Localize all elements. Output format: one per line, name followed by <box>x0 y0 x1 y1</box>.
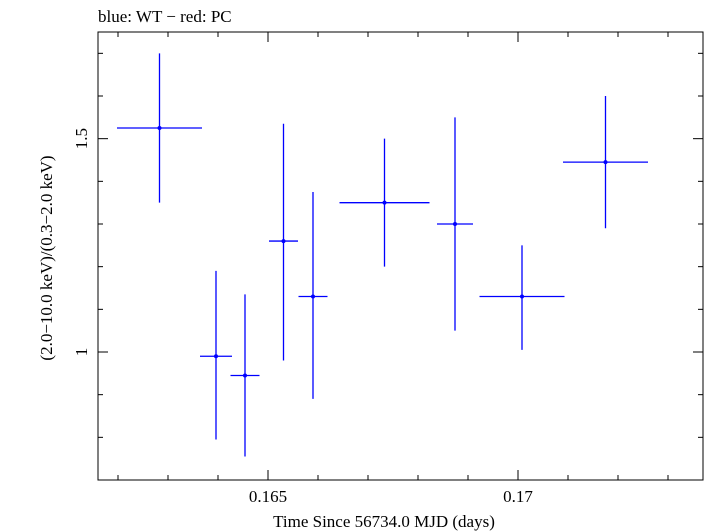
point-marker <box>382 200 387 205</box>
point-marker <box>281 239 286 244</box>
data-point <box>230 294 260 457</box>
y-tick-label: 1 <box>72 348 91 357</box>
axis-ticks: 0.165 0.17 1 1.5 <box>72 32 703 506</box>
data-marks <box>117 53 648 457</box>
data-point <box>298 192 328 399</box>
point-marker <box>243 373 247 378</box>
y-tick-label: 1.5 <box>72 128 91 149</box>
point-marker <box>214 354 218 359</box>
x-axis-label: Time Since 56734.0 MJD (days) <box>273 512 495 531</box>
chart-title: blue: WT − red: PC <box>98 7 232 26</box>
point-marker <box>453 222 457 226</box>
plot-frame <box>97 31 704 481</box>
data-point <box>479 245 565 350</box>
data-point <box>339 138 430 267</box>
data-point <box>200 270 232 440</box>
data-point <box>269 123 298 361</box>
y-axis-label: (2.0−10.0 keV)/(0.3−2.0 keV) <box>37 155 56 360</box>
x-tick-label: 0.165 <box>249 487 287 506</box>
point-marker <box>157 126 162 130</box>
point-marker <box>311 294 315 299</box>
x-tick-label: 0.17 <box>503 487 533 506</box>
data-point <box>563 96 648 229</box>
point-marker <box>520 294 524 299</box>
data-point <box>117 53 202 203</box>
data-point <box>437 117 473 331</box>
point-marker <box>603 160 608 165</box>
